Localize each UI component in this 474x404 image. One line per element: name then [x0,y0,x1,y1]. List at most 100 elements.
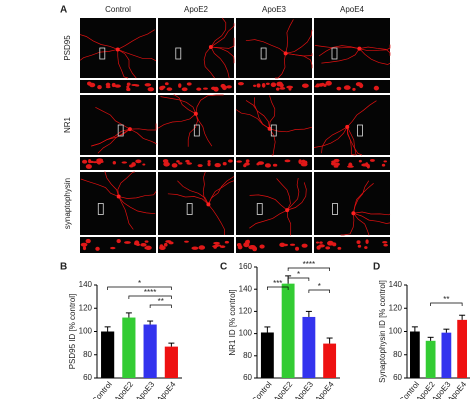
dendrite [208,204,225,235]
column-label: ApoE3 [262,5,287,14]
puncta [336,86,342,91]
bar [302,316,316,378]
dendrite [269,126,313,133]
bar [164,346,178,378]
soma [206,202,211,207]
y-tick-label: 120 [239,307,253,316]
puncta [178,83,182,88]
dendrite [346,100,377,128]
puncta [222,161,227,166]
bar [101,331,115,378]
puncta [164,82,169,86]
soma [267,126,272,131]
x-tick-label: ApoE4 [313,379,336,399]
dendrite [353,212,391,224]
puncta [126,85,130,89]
puncta [237,244,243,250]
bar [409,331,420,378]
puncta [226,85,232,89]
dendrite [91,128,130,147]
significance-bracket [149,304,172,308]
puncta [95,246,100,251]
micrograph [236,18,312,78]
puncta [261,82,266,88]
puncta [369,158,375,162]
puncta [116,239,121,244]
bar [441,332,452,378]
puncta [352,87,356,91]
dendrite [104,171,119,197]
puncta [82,159,88,164]
micrograph [236,172,312,235]
puncta [284,159,291,163]
roi-box [270,124,277,137]
dendrite [210,23,235,48]
puncta [142,163,146,166]
soma [127,127,132,132]
puncta [186,82,192,86]
strip [80,157,156,170]
micrograph [80,172,156,235]
significance-label: * [318,282,321,291]
dendrite [276,178,291,211]
puncta [214,163,221,168]
puncta [381,163,386,167]
puncta [162,159,169,164]
puncta [276,81,281,87]
dendrite [202,171,209,205]
dendrite [167,193,209,205]
puncta [245,159,250,163]
puncta [219,245,226,249]
puncta [236,160,242,163]
significance-bracket [287,277,310,281]
dendrite [80,178,119,197]
significance-bracket [128,295,172,299]
bar [323,343,337,378]
x-tick-label: ApoE4 [155,379,178,399]
y-tick-label: 80 [393,350,402,359]
soma [193,111,198,116]
dendrite [353,183,374,214]
significance-bracket [107,286,172,290]
y-tick-label: 100 [239,329,253,338]
x-tick-label: ApoE2 [113,379,136,399]
significance-label: * [138,279,141,288]
puncta [259,244,265,249]
puncta [279,242,286,248]
puncta [92,161,100,164]
puncta [347,165,354,168]
puncta [383,243,388,247]
significance-label: *** [273,279,282,288]
panel-label: A [60,5,67,16]
puncta [383,160,387,163]
dendrite [269,95,276,129]
dendrite [203,46,215,79]
puncta [184,240,189,243]
panel-label: B [60,262,67,273]
puncta [185,159,190,163]
y-tick-label: 60 [393,373,402,382]
dendrite [79,49,118,61]
column-label: ApoE2 [184,5,209,14]
dendrite [353,213,370,236]
dendrite [321,48,360,64]
row-label: PSD95 [63,35,72,61]
puncta [286,85,294,89]
x-tick-label: Control [90,380,114,399]
puncta [253,84,257,87]
significance-label: **** [303,260,315,269]
puncta [145,245,152,251]
puncta [186,162,193,165]
significance-bracket [287,267,330,271]
dendrite [313,126,348,148]
puncta [89,82,96,88]
puncta [121,161,128,164]
dendrite [346,126,363,156]
y-tick-label: 140 [389,280,403,289]
puncta [85,238,91,244]
puncta [207,161,211,167]
row-label: synaptophysin [63,178,72,229]
dendrite [195,94,224,114]
y-tick-label: 80 [83,350,92,359]
dendrite [245,39,286,54]
